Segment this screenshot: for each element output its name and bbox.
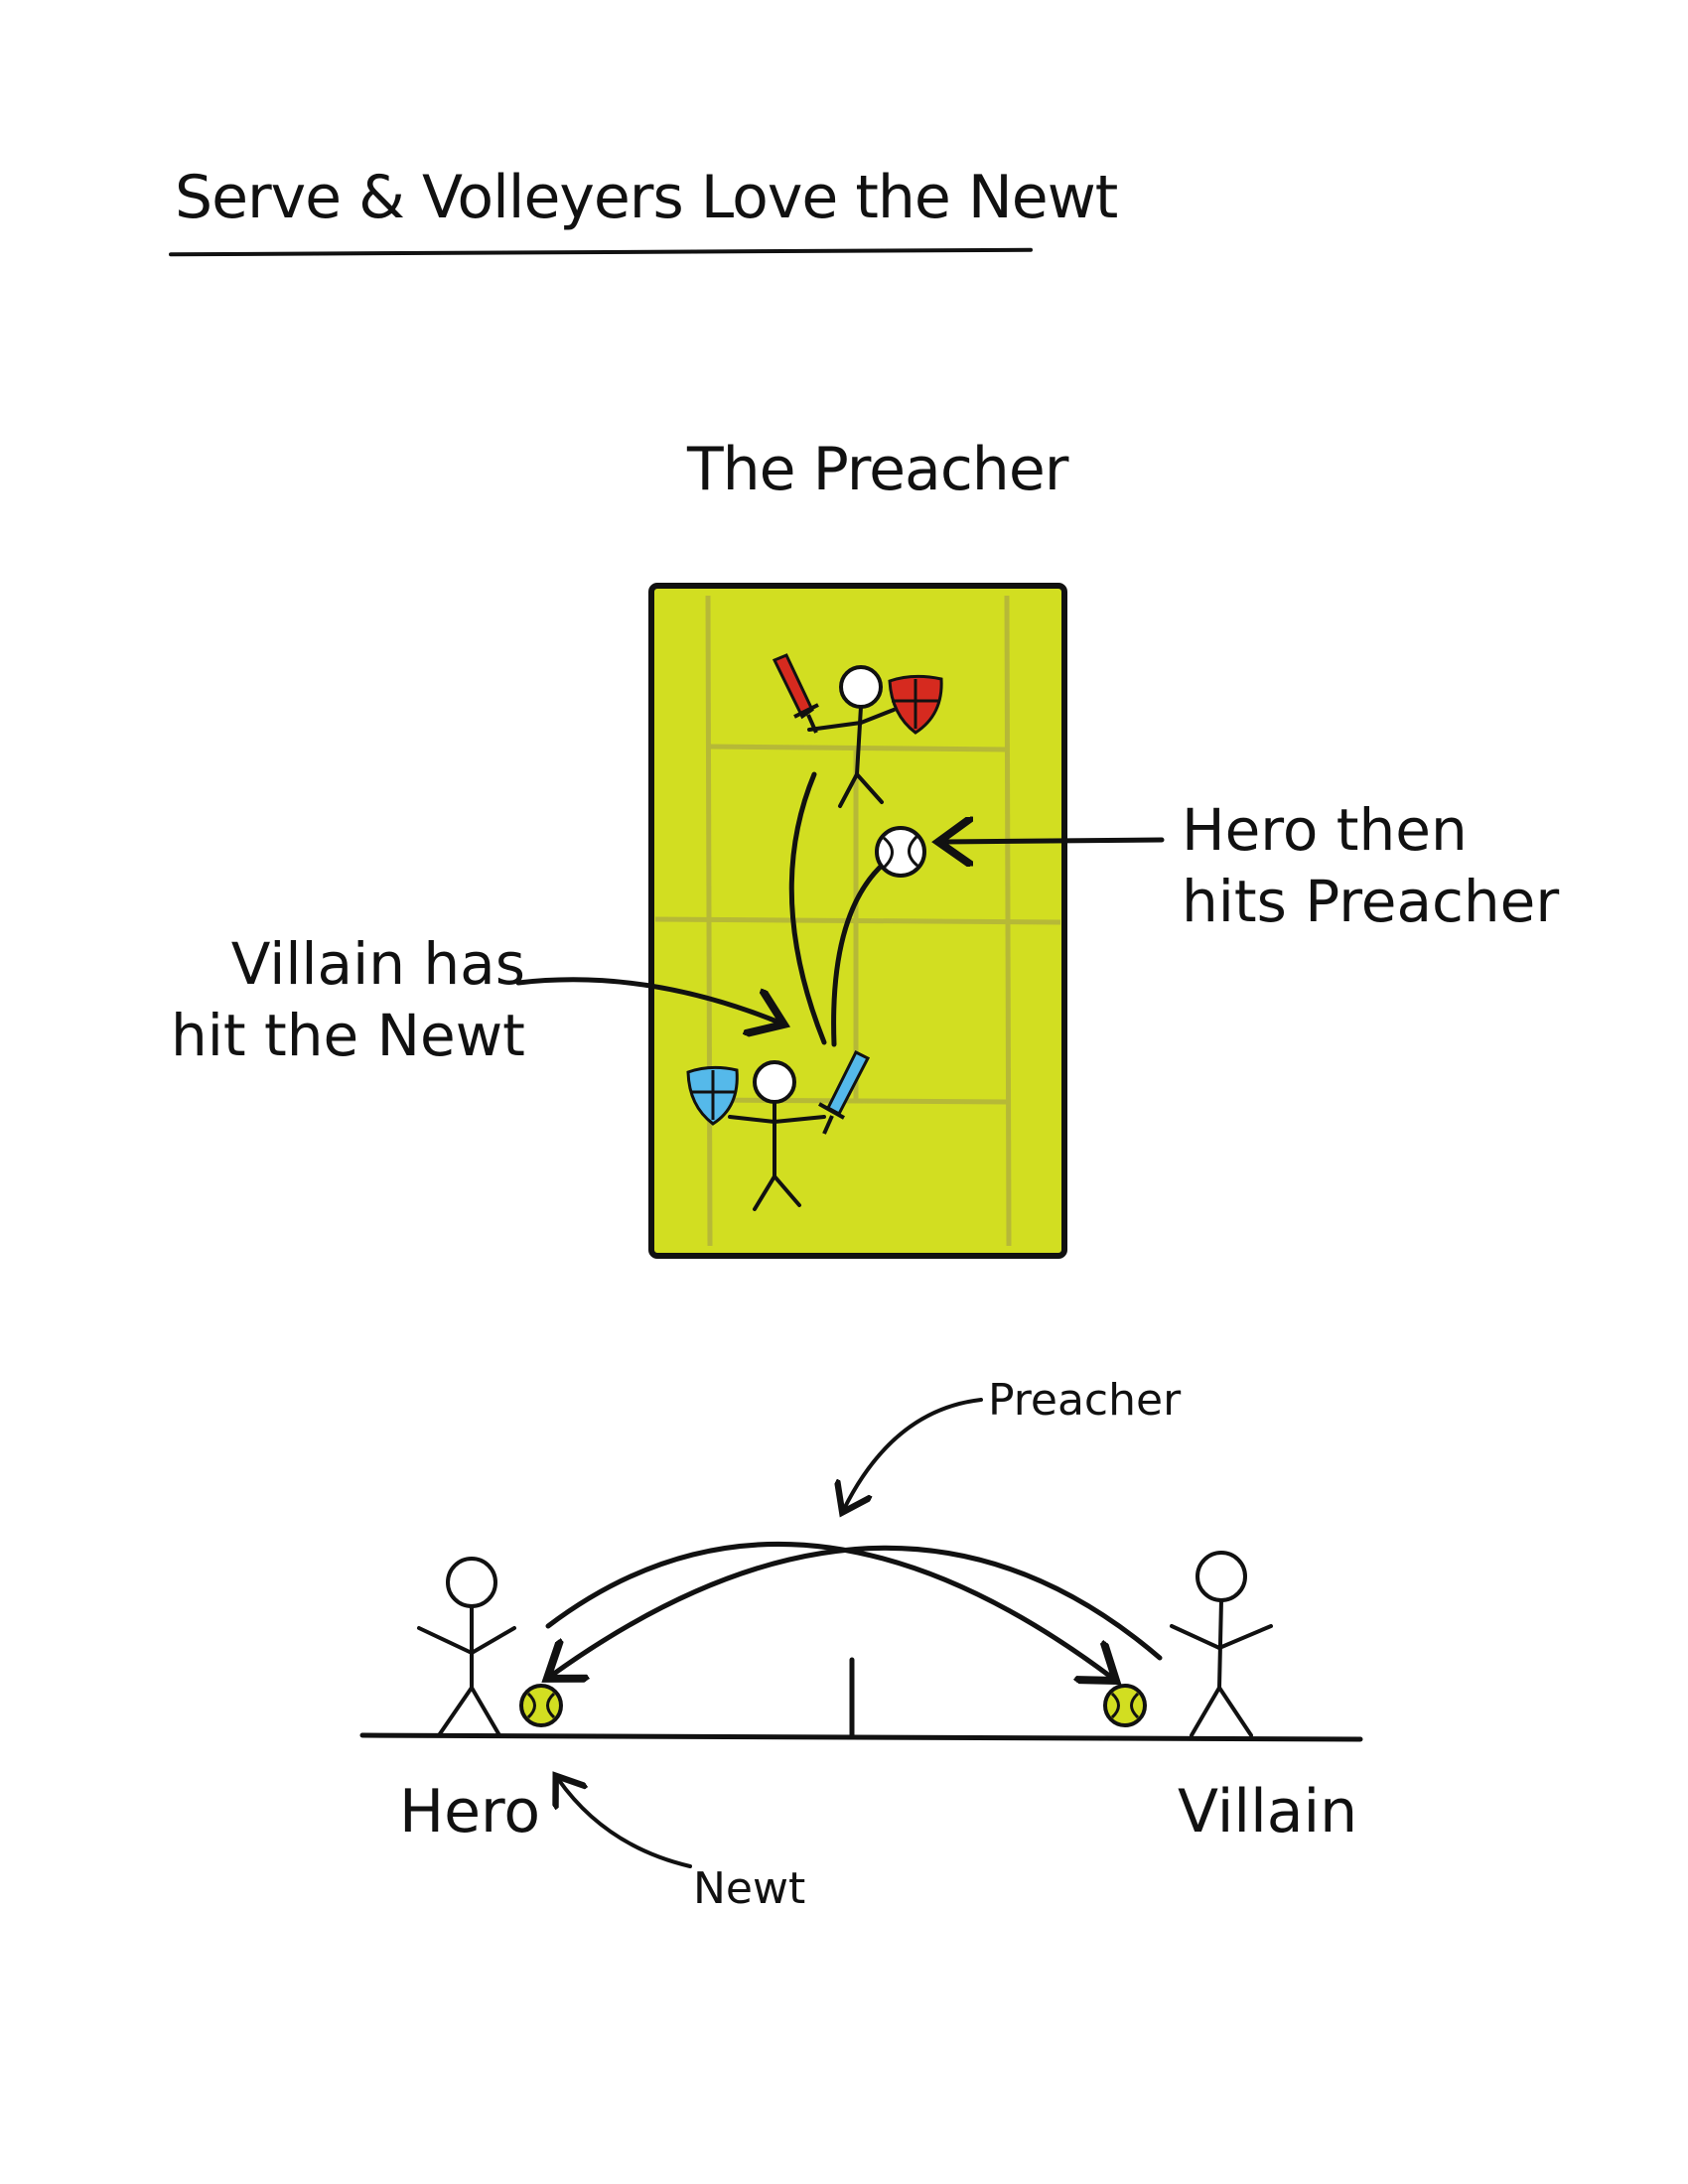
- annotation-right-line-2: hits Preacher: [1182, 868, 1560, 935]
- blue-sword-icon: [818, 1049, 871, 1135]
- red-shield-icon: [888, 674, 943, 735]
- diagram-heading: The Preacher: [687, 435, 1068, 504]
- stick-figure-villain: [1170, 1551, 1273, 1737]
- trajectory-villain-to-hero: [551, 1545, 1163, 1676]
- trajectory-hero-to-villain: [545, 1542, 1112, 1678]
- arrow-newt-label: [558, 1779, 692, 1868]
- annotation-left-line-1: Villain has: [230, 930, 525, 998]
- arrow-villain-has-hit-newt: [515, 977, 779, 1023]
- preacher-shot-path: [831, 861, 887, 1047]
- label-preacher: Preacher: [988, 1375, 1182, 1426]
- stick-figure-hero: [417, 1557, 516, 1737]
- annotation-right-line-1: Hero then: [1182, 796, 1468, 864]
- label-villain: Villain: [1178, 1777, 1358, 1846]
- ground-line: [359, 1732, 1363, 1742]
- stick-figure-top-player: [807, 665, 896, 808]
- annotation-right: Hero then hits Preacher: [1182, 794, 1559, 937]
- stick-figure-bottom-player: [728, 1060, 826, 1211]
- newt-shot-path: [788, 771, 827, 1045]
- label-newt: Newt: [693, 1863, 806, 1914]
- tennis-ball-left-icon: [519, 1684, 563, 1727]
- tennis-ball-right-icon: [1103, 1684, 1147, 1727]
- arrow-preacher-label: [844, 1398, 983, 1509]
- blue-shield-icon: [686, 1065, 739, 1126]
- annotation-left: Villain has hit the Newt: [171, 928, 525, 1071]
- arrow-hero-then-hits-preacher: [943, 840, 1165, 842]
- red-sword-icon: [772, 653, 819, 734]
- annotation-left-line-2: hit the Newt: [171, 1002, 525, 1069]
- label-hero: Hero: [399, 1777, 541, 1846]
- tennis-ball-icon: [875, 826, 926, 878]
- page-title: Serve & Volleyers Love the Newt: [175, 163, 1118, 232]
